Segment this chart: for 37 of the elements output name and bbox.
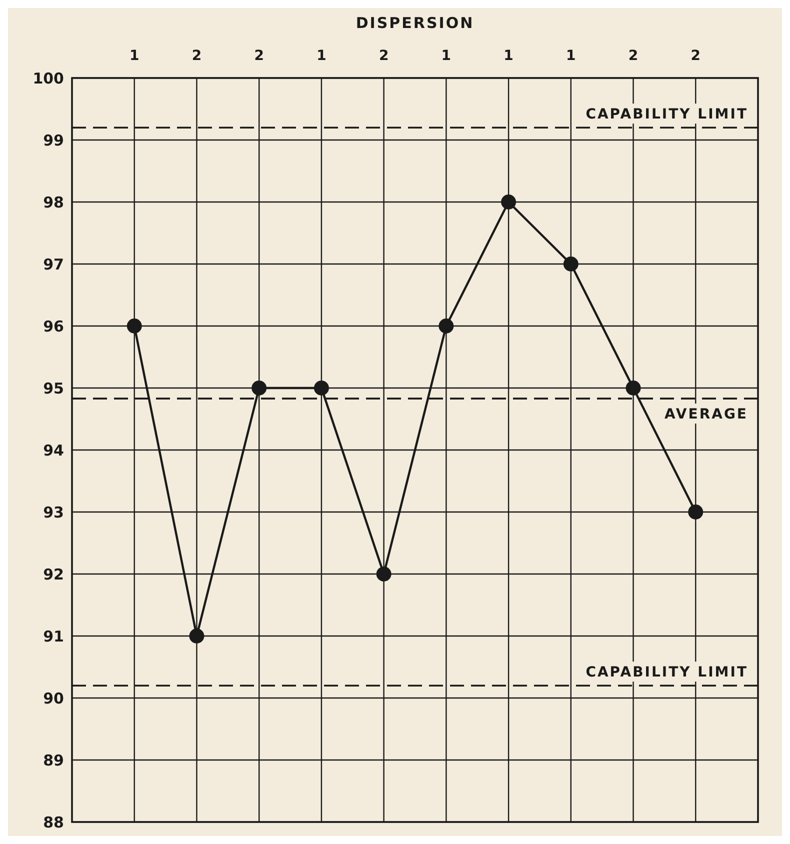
y-tick-label: 97 <box>43 255 64 274</box>
x-tick-label: 1 <box>129 48 140 64</box>
point <box>438 318 454 334</box>
x-tick-label: 2 <box>690 48 701 64</box>
ref-line-label: CAPABILITY LIMIT <box>586 664 748 681</box>
point <box>501 194 516 210</box>
x-tick-label: 1 <box>441 48 452 64</box>
y-tick-label: 89 <box>43 751 64 770</box>
x-tick-label: 2 <box>192 48 202 64</box>
y-tick-label: 90 <box>43 689 64 708</box>
y-tick-label: 94 <box>43 441 64 460</box>
ref-line-label: CAPABILITY LIMIT <box>586 106 748 123</box>
point <box>563 256 578 272</box>
x-tick-label: 2 <box>378 48 389 64</box>
x-tick-label: 1 <box>316 48 326 64</box>
y-tick-label: 98 <box>43 193 64 212</box>
y-tick-label: 92 <box>43 565 64 584</box>
x-tick-label: 2 <box>628 48 638 64</box>
y-tick-label: 96 <box>43 317 64 336</box>
point <box>688 504 704 520</box>
y-tick-label: 91 <box>43 627 64 646</box>
x-tick-label: 1 <box>504 48 514 64</box>
point <box>376 566 392 582</box>
point <box>252 380 267 396</box>
point <box>126 318 142 334</box>
y-tick-label: 99 <box>43 131 64 150</box>
point <box>626 380 641 396</box>
x-axis-title: DISPERSION <box>356 14 474 32</box>
y-tick-label: 95 <box>43 379 64 398</box>
point <box>189 628 204 644</box>
y-tick-label: 93 <box>43 503 64 522</box>
y-tick-label: 88 <box>43 813 64 832</box>
x-tick-label: 2 <box>254 48 264 64</box>
ref-line-label: AVERAGE <box>664 406 748 423</box>
point <box>314 380 329 396</box>
y-tick-label: 100 <box>32 69 64 88</box>
x-tick-label: 1 <box>566 48 576 64</box>
